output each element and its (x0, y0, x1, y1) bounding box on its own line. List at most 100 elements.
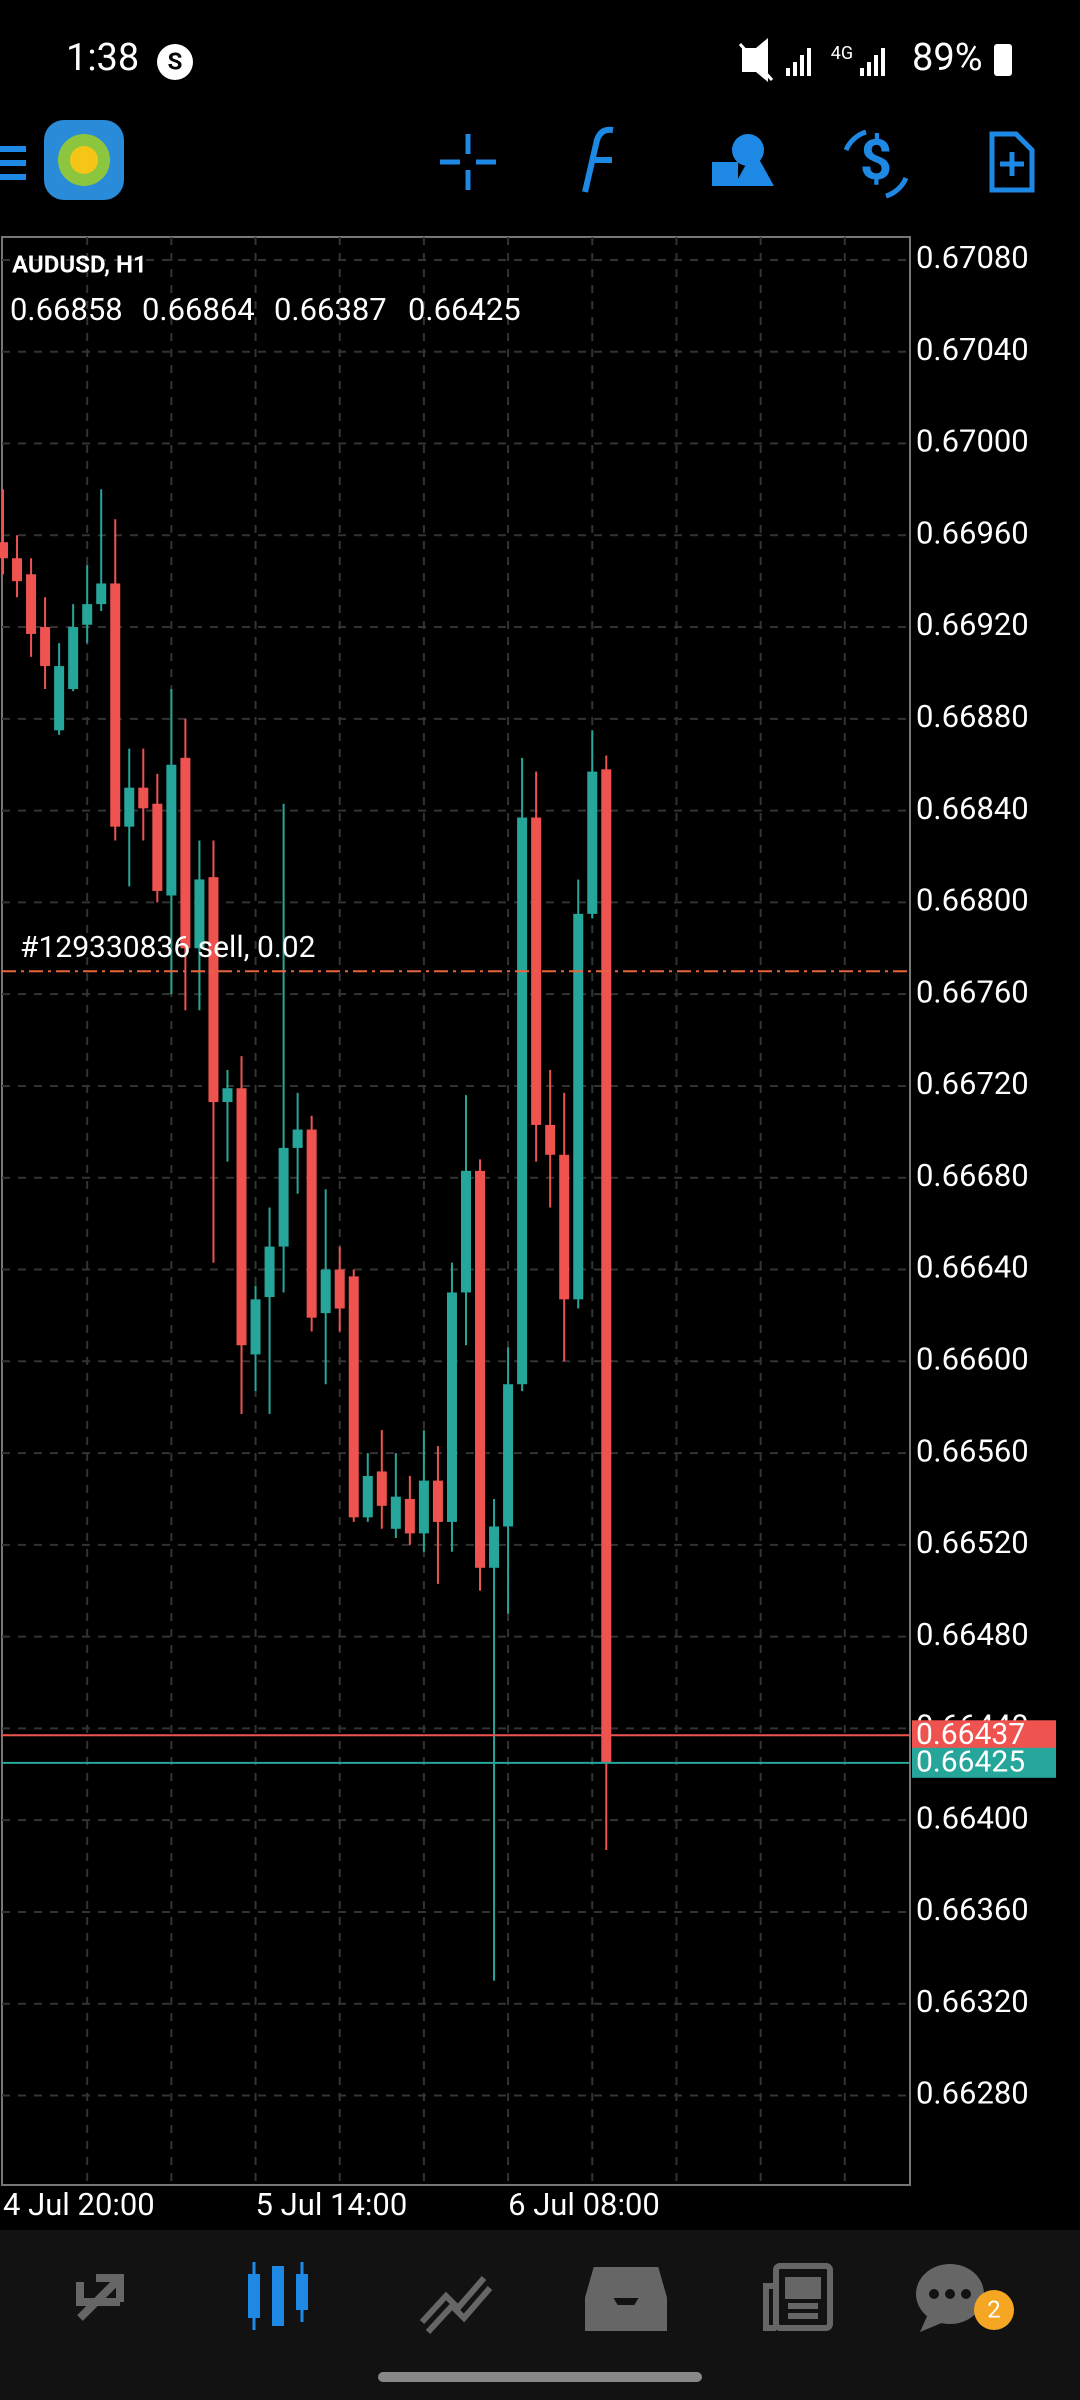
y-tick-label: 0.66720 (916, 1065, 1029, 1102)
candle-body (208, 877, 219, 1103)
y-tick-label: 0.66480 (916, 1616, 1029, 1653)
status-time: 1:38 (66, 36, 139, 80)
y-tick-label: 0.66960 (916, 514, 1029, 551)
signal-icons (738, 38, 885, 82)
candle-body (110, 583, 121, 827)
candle-body (26, 574, 37, 634)
candle-body (180, 757, 191, 949)
symbol-label: AUDUSD, H1 (12, 250, 147, 278)
candle-body (348, 1276, 359, 1518)
candle-body (475, 1170, 486, 1568)
candle-body (222, 1088, 233, 1103)
chart-frame (1, 236, 911, 2186)
new-order-button[interactable] (989, 131, 1035, 193)
x-tick-label: 5 Jul 14:00 (256, 2186, 408, 2223)
y-tick-label: 0.66280 (916, 2075, 1029, 2112)
ohlc-open: 0.66858 (10, 291, 123, 328)
candle-body (306, 1129, 317, 1318)
candle-body (362, 1476, 373, 1518)
candle-body (320, 1269, 331, 1314)
ask-tag (912, 1720, 1056, 1751)
x-tick-label: 4 Jul 20:00 (3, 2186, 155, 2223)
y-tick-label: 0.66880 (916, 698, 1029, 735)
nav-chat[interactable]: 2 (916, 2264, 1014, 2332)
y-tick-label: 0.67040 (916, 331, 1029, 368)
bottom-nav (0, 2230, 1080, 2400)
chart: 0.67080 0.67040 0.67000 0.66960 0.66920 0.668… (0, 237, 1056, 2223)
candle-body (404, 1498, 415, 1534)
crosshair-button[interactable] (440, 134, 496, 190)
nav-news[interactable] (763, 2263, 833, 2331)
candle-body (250, 1299, 261, 1355)
menu-button[interactable] (0, 146, 26, 180)
candle-body (489, 1526, 500, 1568)
y-tick-label: 0.66640 (916, 1249, 1029, 1286)
y-tick-label: 0.66600 (916, 1340, 1029, 1377)
candle-body (390, 1496, 401, 1529)
candle-body (194, 879, 205, 949)
trade-button[interactable]: $ (843, 127, 909, 199)
ask-label: 0.66437 (916, 1717, 1025, 1752)
candle-body (559, 1154, 570, 1300)
nav-history[interactable] (585, 2267, 667, 2331)
battery-percent: 89% (912, 36, 983, 80)
y-tick-label: 0.67000 (916, 423, 1029, 460)
objects-button[interactable] (712, 134, 774, 186)
candle-body (601, 769, 612, 1763)
y-tick-label: 0.66680 (916, 1157, 1029, 1194)
candle-body (334, 1269, 345, 1309)
candle-body (82, 604, 93, 625)
candle-body (503, 1384, 514, 1527)
candle-body (292, 1129, 303, 1148)
candle-body (124, 787, 135, 827)
candle-body (138, 787, 149, 809)
x-tick-label: 6 Jul 08:00 (508, 2186, 660, 2223)
nav-chart[interactable] (248, 2262, 308, 2330)
order-label: #129330836 sell, 0.02 (20, 930, 315, 965)
status-icon: S (157, 44, 193, 80)
y-tick-label: 0.66760 (916, 973, 1029, 1010)
candle-body (264, 1246, 275, 1298)
nav-quotes[interactable] (76, 2274, 124, 2321)
candle-body (12, 558, 23, 582)
candle-body (236, 1088, 247, 1346)
y-tick-label: 0.66560 (916, 1432, 1029, 1469)
home-indicator (378, 2372, 702, 2382)
candle-body (40, 627, 51, 667)
y-tick-label: 0.67080 (916, 239, 1029, 276)
candle-body (376, 1471, 387, 1506)
candle-body (418, 1480, 429, 1534)
candle-body (68, 627, 79, 690)
ohlc-close: 0.66425 (408, 291, 521, 328)
y-tick-label: 0.66920 (916, 606, 1029, 643)
candle-body (587, 771, 598, 914)
bid-tag (912, 1747, 1056, 1778)
candle-body (54, 666, 65, 731)
network-type: 4G (831, 43, 853, 64)
y-tick-label: 0.66520 (916, 1524, 1029, 1561)
battery-icon (994, 44, 1012, 76)
candle-body (278, 1147, 289, 1247)
y-tick-label: 0.66320 (916, 1983, 1029, 2020)
y-tick-label: 0.66840 (916, 790, 1029, 827)
candle-body (166, 764, 177, 896)
svg-text:$: $ (860, 127, 892, 193)
y-tick-label: 0.66360 (916, 1891, 1029, 1928)
y-tick-label: 0.66400 (916, 1799, 1029, 1836)
candle-body (152, 803, 163, 891)
candle-body (0, 542, 8, 559)
candle-body (460, 1170, 471, 1293)
nav-trade[interactable] (419, 2276, 493, 2335)
ohlc-high: 0.66864 (142, 291, 255, 328)
candle-body (573, 913, 584, 1300)
chat-badge: 2 (987, 2295, 1001, 2323)
ohlc-low: 0.66387 (274, 291, 387, 328)
candle-body (545, 1124, 556, 1155)
candle-body (96, 583, 107, 605)
indicators-button[interactable] (582, 126, 614, 193)
app-logo[interactable] (44, 120, 124, 200)
svg-text:S: S (168, 47, 183, 75)
